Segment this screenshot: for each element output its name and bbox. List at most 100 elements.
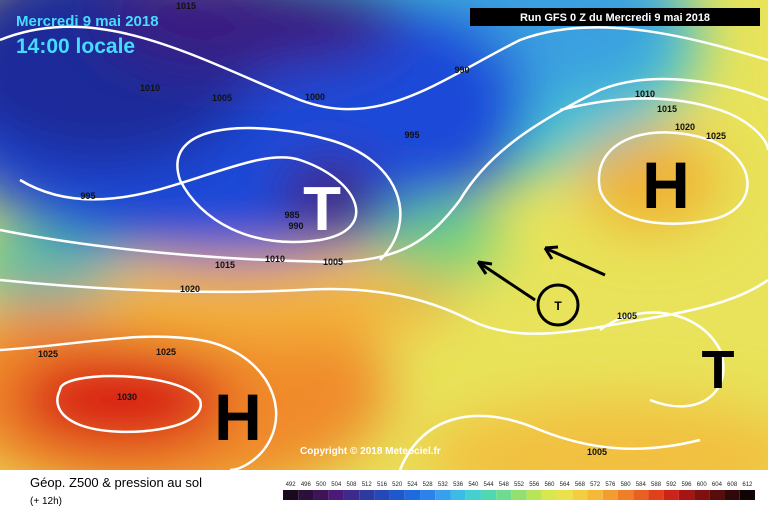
isobar-label: 1005: [587, 447, 607, 457]
arrows: [476, 245, 606, 327]
scale-swatch: [389, 490, 405, 500]
pressure-center: T: [303, 175, 341, 244]
isobar-label: 1030: [117, 392, 137, 402]
scale-swatch: [435, 490, 451, 500]
isobar-label: 1000: [305, 92, 325, 102]
scale-swatch: [480, 490, 497, 500]
scale-swatch: [283, 490, 299, 500]
scale-swatch: [465, 490, 481, 500]
run-box: [470, 8, 760, 26]
scale-swatch: [617, 490, 634, 500]
isobar-label: 1010: [635, 89, 655, 99]
scale-swatch: [359, 490, 375, 500]
isobar-label: 1015: [176, 1, 196, 11]
scale-label: 580: [621, 482, 632, 488]
scale-label: 552: [514, 482, 525, 488]
isobar-label: 1015: [215, 260, 235, 270]
isobar-label: 1015: [657, 104, 677, 114]
scale-label: 576: [605, 482, 616, 488]
scale-label: 512: [362, 482, 373, 488]
isobar-label: 995: [404, 130, 419, 140]
run-text: Run GFS 0 Z du Mercredi 9 mai 2018: [520, 12, 710, 24]
pressure-center: H: [642, 148, 690, 222]
scale-label: 600: [697, 482, 708, 488]
footer-lead: (+ 12h): [30, 496, 62, 507]
scale-swatch: [678, 490, 695, 500]
scale-swatch: [587, 490, 603, 500]
scale-swatch: [557, 490, 573, 500]
scale-swatch: [633, 490, 649, 500]
isobar-label: 1025: [38, 349, 58, 359]
scale-swatch: [404, 490, 421, 500]
scale-label: 500: [316, 482, 327, 488]
pressure-center: H: [214, 380, 262, 454]
date-text: Mercredi 9 mai 2018: [16, 13, 159, 30]
pressure-center: T: [702, 340, 735, 400]
scale-swatch: [648, 490, 664, 500]
scale-label: 556: [529, 482, 540, 488]
scale-swatch: [724, 490, 740, 500]
scale-label: 596: [681, 482, 692, 488]
isobar-label: 990: [288, 221, 303, 231]
scale-swatch: [541, 490, 558, 500]
scale-label: 520: [392, 482, 403, 488]
scale-swatch: [496, 490, 512, 500]
scale-swatch: [328, 490, 344, 500]
scale-label: 524: [407, 482, 418, 488]
scale-label: 496: [301, 482, 312, 488]
time-text: 14:00 locale: [16, 35, 135, 58]
isobar-label: 1005: [323, 257, 343, 267]
scale-swatch: [526, 490, 542, 500]
scale-swatch: [602, 490, 618, 500]
scale-label: 528: [423, 482, 434, 488]
scale-swatch: [694, 490, 710, 500]
footer-title: Géop. Z500 & pression au sol: [30, 475, 202, 490]
scale-label: 492: [286, 482, 297, 488]
scale-label: 516: [377, 482, 388, 488]
scale-swatch: [374, 490, 390, 500]
scale-label: 508: [347, 482, 358, 488]
isobar-label: 1020: [180, 284, 200, 294]
isobar-label: 1025: [156, 347, 176, 357]
copyright: Copyright © 2018 Meteociel.fr: [300, 446, 441, 457]
scale-label: 584: [636, 482, 647, 488]
scale-label: 564: [560, 482, 571, 488]
isobar-label: 1005: [617, 311, 637, 321]
scale-swatch: [663, 490, 679, 500]
scale-label: 560: [544, 482, 555, 488]
isobar-label: 1005: [212, 93, 232, 103]
scale-label: 612: [742, 482, 753, 488]
scale-label: 572: [590, 482, 601, 488]
isobar-label: 995: [80, 191, 95, 201]
scale-label: 532: [438, 482, 449, 488]
scale-swatch: [511, 490, 527, 500]
scale-label: 540: [468, 482, 479, 488]
scale-swatch: [420, 490, 436, 500]
scale-label: 568: [575, 482, 586, 488]
scale-swatch: [343, 490, 360, 500]
scale-label: 592: [666, 482, 677, 488]
isobar-label: 990: [454, 65, 469, 75]
scale-label: 504: [331, 482, 342, 488]
scale-swatch: [450, 490, 466, 500]
isobar-label: 1010: [265, 254, 285, 264]
isobar-label: 985: [284, 210, 299, 220]
scale-swatch: [739, 490, 755, 500]
scale-label: 588: [651, 482, 662, 488]
isobars: [0, 25, 768, 470]
scale-swatch: [709, 490, 725, 500]
pressure-center: T: [554, 299, 562, 313]
isobar-label: 1010: [140, 83, 160, 93]
isobar-label: 1025: [706, 131, 726, 141]
isobar-label: 1020: [675, 122, 695, 132]
scale-label: 544: [484, 482, 495, 488]
scale-label: 548: [499, 482, 510, 488]
scale-swatch: [313, 490, 329, 500]
scale-label: 604: [712, 482, 723, 488]
scale-label: 536: [453, 482, 464, 488]
scale-swatch: [572, 490, 588, 500]
scale-label: 608: [727, 482, 738, 488]
